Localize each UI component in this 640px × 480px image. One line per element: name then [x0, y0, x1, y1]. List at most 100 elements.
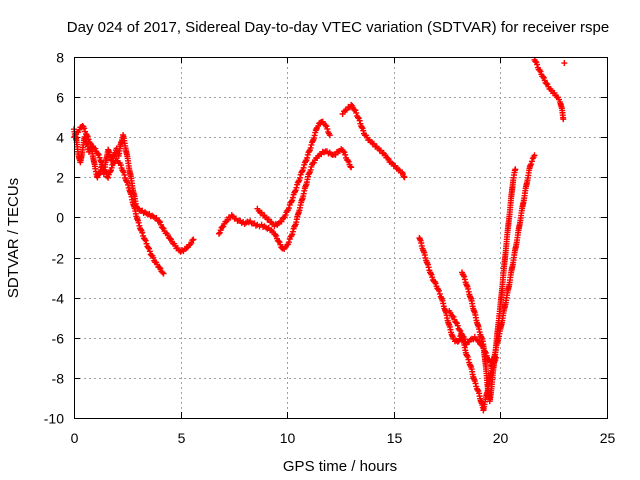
data-point: [117, 162, 124, 169]
data-point: [139, 229, 146, 236]
data-point: [449, 313, 456, 320]
data-point: [370, 140, 377, 147]
y-tick-label: 0: [56, 210, 64, 226]
y-tick-label: -2: [52, 251, 65, 267]
x-tick-label: 25: [600, 430, 616, 446]
data-point: [265, 216, 272, 223]
data-point: [447, 309, 454, 316]
data-point: [347, 163, 354, 170]
data-point: [296, 174, 303, 181]
data-point: [85, 136, 92, 143]
data-point: [349, 102, 356, 109]
data-point: [348, 101, 355, 108]
y-axis-label: SDTVAR / TECUs: [5, 178, 22, 298]
data-point: [342, 151, 349, 158]
y-tick-label: -10: [44, 411, 64, 427]
data-point: [108, 164, 115, 171]
data-point: [528, 161, 535, 168]
y-tick-label: -6: [52, 331, 65, 347]
data-point: [435, 287, 442, 294]
data-point: [145, 244, 152, 251]
data-point: [273, 232, 280, 239]
data-point: [190, 236, 197, 243]
data-point: [458, 330, 465, 337]
data-point: [121, 171, 128, 178]
data-point: [352, 107, 359, 114]
data-point: [401, 174, 408, 181]
data-point: [353, 109, 360, 116]
data-point: [450, 313, 457, 320]
data-point: [95, 151, 102, 158]
data-point: [143, 240, 150, 247]
data-point: [453, 319, 460, 326]
data-point: [98, 158, 105, 165]
data-point: [215, 230, 222, 237]
data-point: [432, 280, 439, 287]
data-point: [307, 166, 314, 173]
data-point: [527, 162, 534, 169]
data-point: [150, 254, 157, 261]
data-point: [125, 181, 132, 188]
data-point: [72, 133, 79, 140]
x-axis-label: GPS time / hours: [283, 458, 397, 475]
data-point: [293, 184, 300, 191]
data-point: [537, 68, 544, 75]
data-point: [358, 124, 365, 131]
data-point: [295, 178, 302, 185]
data-point: [456, 326, 463, 333]
data-point: [272, 231, 279, 238]
data-point: [461, 276, 468, 283]
data-point: [425, 264, 432, 271]
data-point: [275, 238, 282, 245]
data-point: [385, 156, 392, 163]
y-tick-label: 4: [56, 130, 64, 146]
y-tick-label: -8: [52, 371, 65, 387]
data-point: [378, 147, 385, 154]
data-point: [87, 140, 94, 147]
data-point: [84, 133, 91, 140]
data-point: [299, 168, 306, 175]
data-point: [123, 178, 130, 185]
x-tick-label: 5: [178, 430, 186, 446]
data-point: [315, 123, 322, 130]
x-tick-label: 15: [387, 430, 403, 446]
data-point: [306, 170, 313, 177]
data-point: [278, 218, 285, 225]
data-point: [159, 269, 166, 276]
y-tick-label: 2: [56, 170, 64, 186]
data-point: [400, 173, 407, 180]
plot-frame: [74, 57, 608, 419]
data-point: [99, 161, 106, 168]
data-point: [560, 116, 567, 123]
y-tick-label: -4: [52, 291, 65, 307]
data-point: [146, 248, 153, 255]
data-point: [113, 155, 120, 162]
data-point: [474, 386, 481, 393]
data-point: [304, 154, 311, 161]
data-point: [164, 232, 171, 239]
data-point: [340, 148, 347, 155]
data-point: [345, 158, 352, 165]
data-point: [282, 212, 289, 219]
data-point: [540, 73, 547, 80]
data-point: [528, 158, 535, 165]
tick-labels: 0 5 10 15 20 25 -10 -8 -6 -4 -2 0 2 4 6 8: [44, 50, 616, 447]
data-point: [107, 168, 114, 175]
data-point: [160, 270, 167, 277]
x-tick-label: 10: [280, 430, 296, 446]
data-point: [156, 218, 163, 225]
y-tick-label: 8: [56, 50, 64, 66]
data-point: [188, 240, 195, 247]
data-point: [157, 265, 164, 272]
data-point: [454, 322, 461, 329]
data-point: [142, 237, 149, 244]
data-point: [156, 264, 163, 271]
data-point: [92, 145, 99, 152]
data-point: [356, 117, 363, 124]
data-point: [534, 61, 541, 68]
data-point: [81, 125, 88, 132]
data-point: [354, 114, 361, 121]
data-point: [531, 152, 538, 159]
